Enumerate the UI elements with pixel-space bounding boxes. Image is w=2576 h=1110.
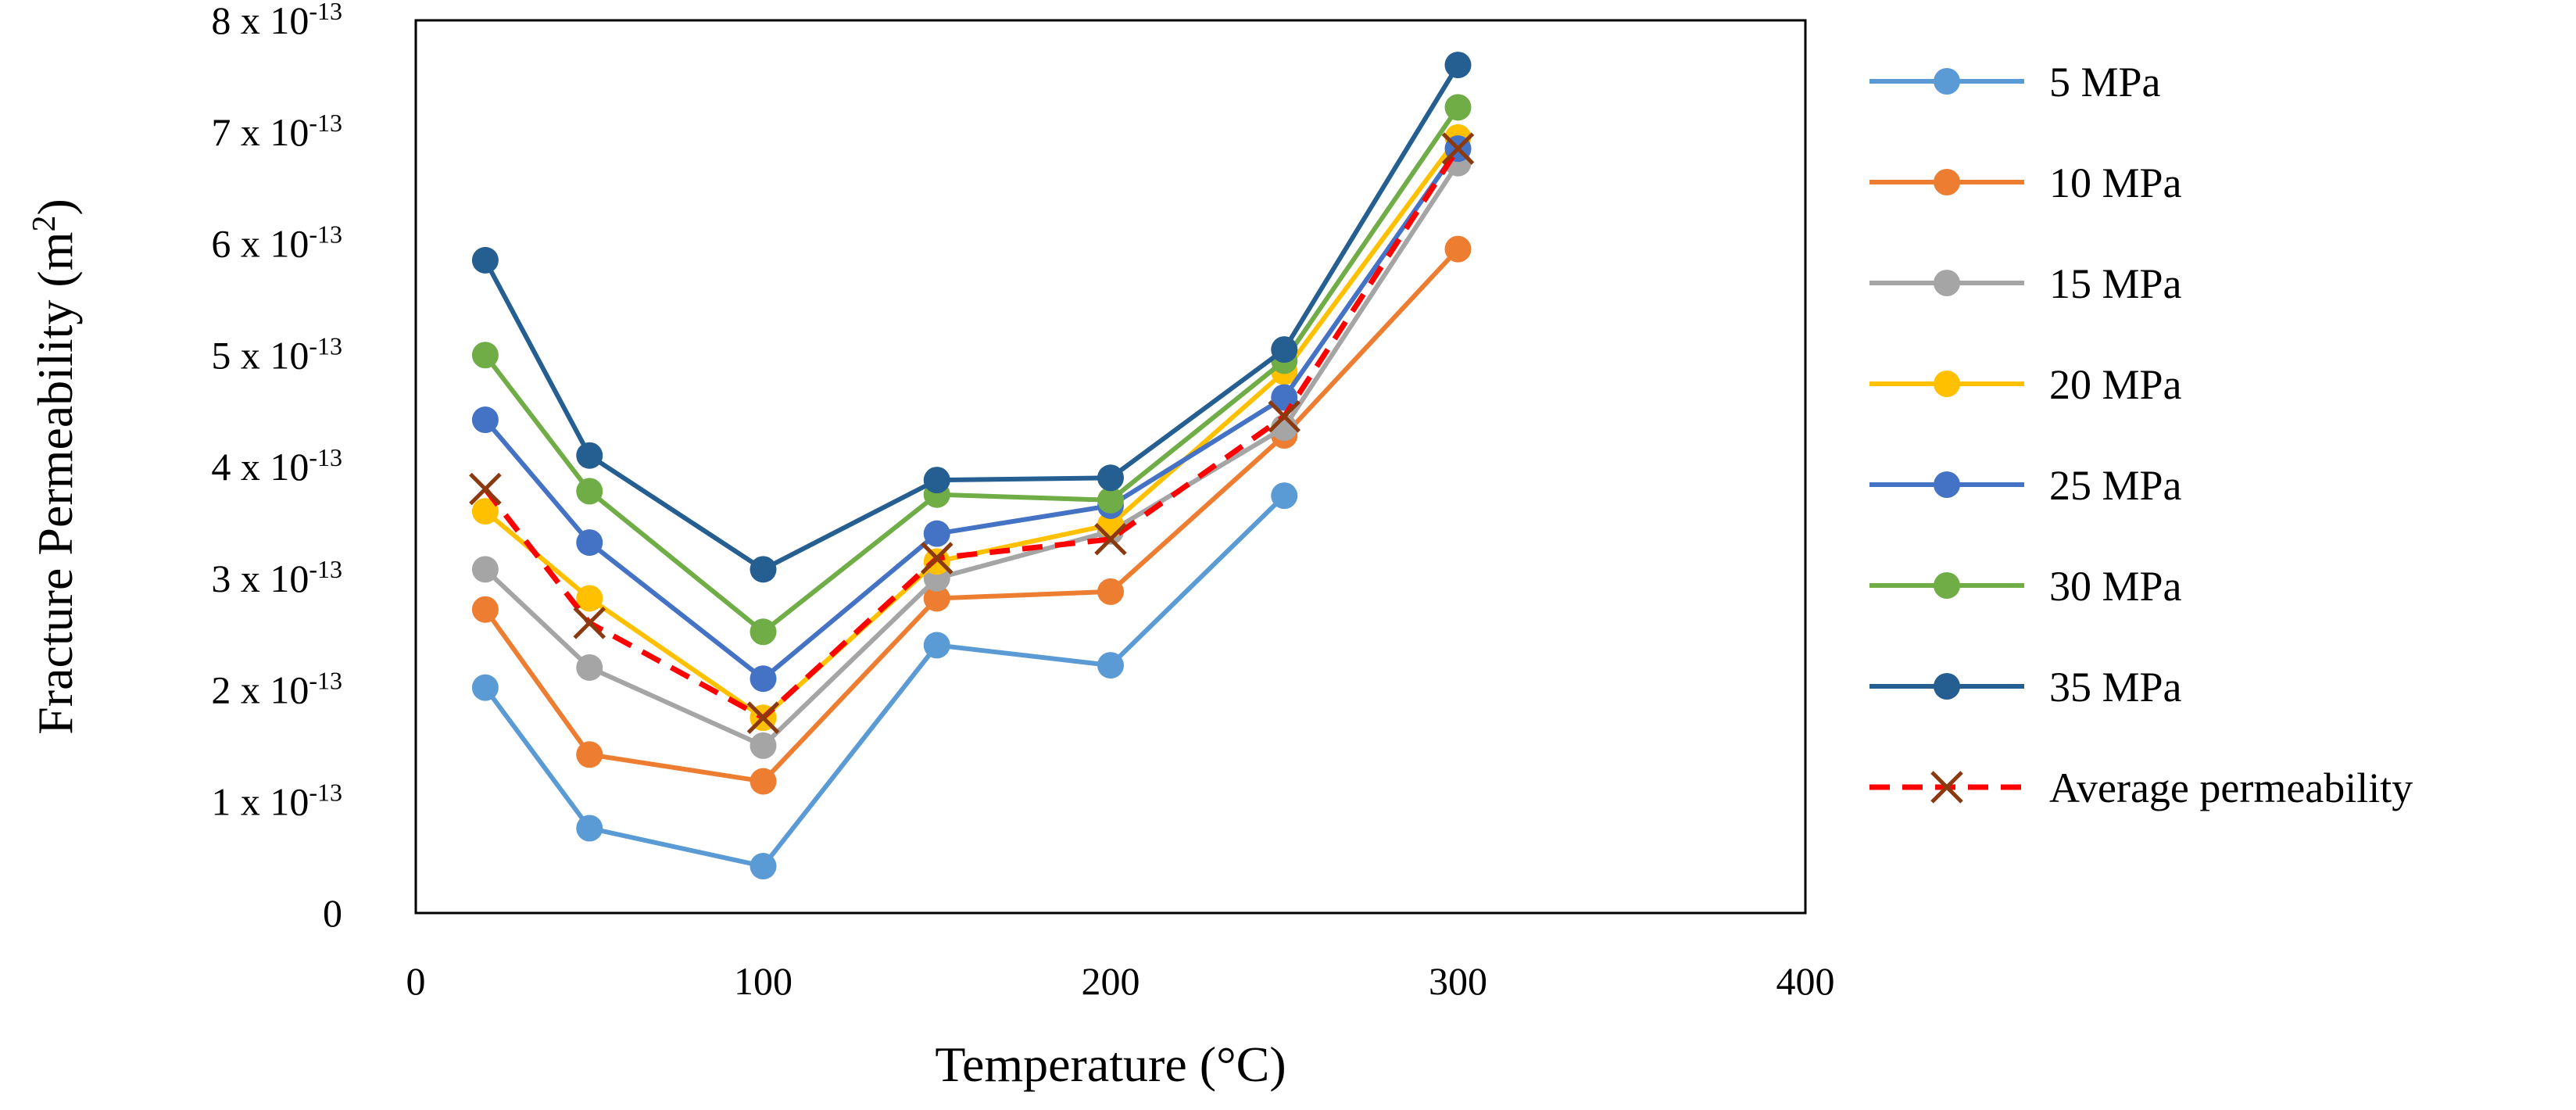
legend-item: Average permeability [1869,764,2413,811]
data-point [1271,336,1298,363]
data-point-x [920,542,953,575]
legend-marker [1930,771,1963,804]
data-point [750,853,777,880]
data-point [471,674,499,701]
legend-label: 30 MPa [2049,563,2182,610]
y-tick-label: 5 x 10-13 [211,331,342,377]
series-line-0 [483,493,1286,869]
y-tick-label: 6 x 10-13 [211,220,342,266]
series-layer [469,52,1475,880]
legend-label: 25 MPa [2049,462,2182,509]
legend-item: 20 MPa [1869,361,2182,408]
data-point [750,665,777,693]
legend-label: Average permeability [2049,764,2413,811]
x-tick-label: 100 [734,959,792,1003]
y-axis-title-superscript: 2 [27,215,63,231]
data-point [471,342,499,369]
data-point [471,406,499,434]
legend-item: 25 MPa [1869,462,2182,509]
legend-marker [1934,169,1960,195]
data-point-x [1441,132,1475,165]
y-tick-label: 2 x 10-13 [211,667,342,712]
legend-marker [1934,572,1960,599]
y-tick-label: 0 [323,891,342,935]
data-point [1097,578,1124,605]
x-tick-label: 300 [1429,959,1487,1003]
data-point [750,732,777,759]
data-point [576,585,603,612]
data-point [1444,94,1472,121]
legend-marker [1934,371,1960,397]
data-point [471,596,499,623]
data-point-x [1094,523,1127,556]
legend-item: 30 MPa [1869,563,2182,610]
legend-label: 10 MPa [2049,159,2182,206]
y-tick-label: 4 x 10-13 [211,443,342,489]
legend-marker [1934,68,1960,95]
data-point [750,556,777,583]
data-point [576,653,603,681]
y-tick-label: 3 x 10-13 [211,555,342,600]
y-tick-label: 8 x 10-13 [211,0,342,42]
data-point [1097,652,1124,679]
y-tick-label: 1 x 10-13 [211,778,342,823]
data-point [923,632,950,659]
data-point [471,498,499,525]
data-point [576,529,603,557]
legend-label: 15 MPa [2049,260,2182,307]
data-point [576,741,603,768]
data-point [1097,464,1124,492]
data-point [1444,235,1472,263]
data-point [923,467,950,494]
data-point [750,618,777,646]
data-point [1444,52,1472,79]
data-point [750,768,777,795]
legend-label: 35 MPa [2049,664,2182,711]
y-tick-label: 7 x 10-13 [211,109,342,154]
legend-item: 10 MPa [1869,159,2182,206]
x-tick-label: 0 [406,959,426,1003]
data-point [1097,486,1124,514]
data-point-x [573,607,606,639]
legend-label: 20 MPa [2049,361,2182,408]
y-axis-title-close: ) [27,199,83,215]
data-point [923,585,950,612]
data-point [576,478,603,505]
data-point-x [469,472,502,506]
data-point [576,442,603,469]
x-axis-title: Temperature (°C) [935,1037,1286,1092]
data-point [471,556,499,583]
legend-marker [1934,270,1960,296]
x-axis-ticks: 0 100 200 300 400 [406,959,1835,1003]
y-axis-title: Fracture Permeability (m2) [27,199,83,735]
y-axis-ticks: 0 1 x 10-13 2 x 10-13 3 x 10-13 4 x 10-13 5 x… [211,0,342,935]
x-tick-label: 200 [1082,959,1140,1003]
legend-item: 5 MPa [1869,59,2161,106]
x-tick-label: 400 [1776,959,1835,1003]
legend-item: 35 MPa [1869,664,2182,711]
legend: 5 MPa 10 MPa 15 MPa 20 MPa 25 MPa 30 MPa 35 MP… [1869,59,2413,811]
data-point [576,815,603,842]
legend-item: 15 MPa [1869,260,2182,307]
data-point-x [1268,399,1301,433]
data-point [1271,482,1298,510]
legend-marker [1934,673,1960,700]
data-point [923,520,950,547]
data-point-x [746,701,780,734]
data-point [471,246,499,274]
legend-marker [1934,471,1960,498]
legend-label: 5 MPa [2049,59,2161,106]
